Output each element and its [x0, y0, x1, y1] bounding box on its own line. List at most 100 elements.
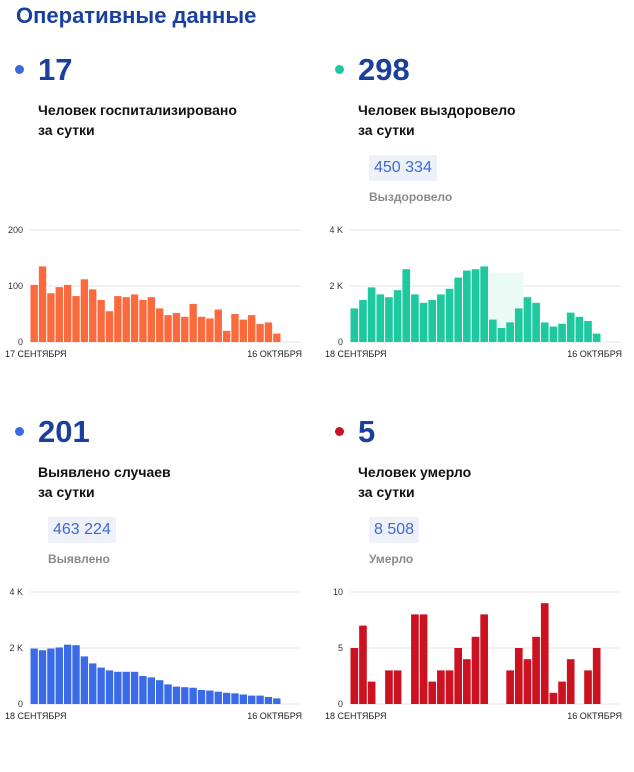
bullet-dot-icon [335, 65, 344, 74]
bar [385, 670, 393, 704]
bar [264, 697, 273, 704]
bar [97, 667, 105, 704]
bar [393, 290, 402, 342]
bar [38, 266, 47, 342]
bar [350, 648, 359, 704]
bar [566, 312, 575, 342]
hospitalized-chart: 200 100 0 17 СЕНТЯБРЯ 16 ОКТЯБРЯ [0, 222, 302, 372]
bar [189, 687, 197, 704]
recovered-panel: 298 Человек выздоровело за сутки 450 334… [320, 50, 622, 410]
bar [164, 684, 172, 704]
x-end-label: 16 ОКТЯБРЯ [567, 349, 622, 359]
bar [471, 269, 480, 342]
y-tick-label: 5 [338, 643, 343, 653]
bar [480, 266, 488, 342]
description-line2: за сутки [38, 484, 95, 500]
hospitalized-value: 17 [38, 52, 73, 87]
y-tick-label: 2 K [9, 643, 23, 653]
hospitalized-description: Человек госпитализировано за сутки [38, 100, 278, 140]
x-end-label: 16 ОКТЯБРЯ [567, 711, 622, 721]
bar [359, 300, 367, 342]
x-start-label: 18 СЕНТЯБРЯ [325, 349, 387, 359]
bar [147, 677, 155, 704]
bar [114, 296, 122, 342]
bar [592, 333, 601, 342]
cases-total-label: Выявлено [48, 552, 110, 566]
bar [359, 625, 367, 704]
bar [463, 270, 471, 342]
bar [428, 681, 437, 704]
bar [248, 695, 256, 704]
bar [239, 694, 248, 704]
y-tick-label: 4 K [329, 225, 343, 235]
y-tick-label: 0 [18, 699, 23, 709]
bar [445, 288, 454, 342]
cases-total: 463 224 [48, 517, 116, 543]
bar [172, 686, 181, 704]
bar [273, 333, 281, 342]
y-tick-label: 10 [333, 587, 343, 597]
bar [437, 294, 445, 342]
bar [206, 318, 214, 342]
bar [130, 294, 139, 342]
bar [164, 315, 172, 342]
bullet-dot-icon [335, 427, 344, 436]
bar [523, 297, 532, 342]
bar [114, 671, 122, 704]
bar [139, 300, 147, 342]
bar [428, 300, 437, 342]
cases-value: 201 [38, 414, 90, 449]
bar [264, 322, 273, 342]
bar [540, 322, 549, 342]
bar [222, 330, 231, 342]
bar [97, 300, 105, 342]
bar [411, 294, 419, 342]
bar [105, 670, 114, 704]
deaths-value: 5 [358, 414, 376, 449]
hospitalized-panel: 17 Человек госпитализировано за сутки 20… [0, 50, 302, 410]
bar [514, 308, 523, 342]
bar [206, 690, 214, 704]
bar [189, 303, 197, 342]
bar [540, 603, 549, 704]
bar [38, 650, 47, 704]
x-start-label: 17 СЕНТЯБРЯ [5, 349, 67, 359]
bar [566, 659, 575, 704]
description-line2: за сутки [358, 484, 415, 500]
bar [411, 614, 419, 704]
bar [558, 681, 566, 704]
bar [471, 636, 480, 704]
bar [197, 316, 206, 342]
page-title: Оперативные данные [16, 3, 257, 28]
bar [47, 293, 55, 342]
bar [367, 287, 376, 342]
bar [419, 302, 428, 342]
bar [523, 659, 532, 704]
bar [147, 297, 155, 342]
cases-description: Выявлено случаев за сутки [38, 462, 278, 502]
bullet-dot-icon [15, 427, 24, 436]
bar [549, 326, 558, 342]
bar [231, 314, 239, 342]
x-end-label: 16 ОКТЯБРЯ [247, 349, 302, 359]
description-line1: Человек госпитализировано [38, 102, 237, 118]
bar [437, 670, 445, 704]
bar [549, 692, 558, 704]
recovered-total: 450 334 [369, 155, 437, 181]
bar [89, 289, 97, 342]
bar [55, 287, 63, 342]
bar [139, 676, 147, 704]
bar [181, 316, 189, 342]
y-tick-label: 0 [18, 337, 23, 347]
bar [419, 614, 428, 704]
bar [506, 670, 514, 704]
bar [239, 319, 248, 342]
deaths-total-label: Умерло [369, 552, 414, 566]
bar [488, 319, 497, 342]
recovered-total-label: Выздоровело [369, 190, 453, 204]
bar [47, 648, 55, 704]
recovered-description: Человек выздоровело за сутки [358, 100, 598, 140]
deaths-total: 8 508 [369, 517, 420, 543]
bar [480, 614, 488, 704]
cases-panel: 201 Выявлено случаев за сутки 463 224 Вы… [0, 412, 302, 772]
